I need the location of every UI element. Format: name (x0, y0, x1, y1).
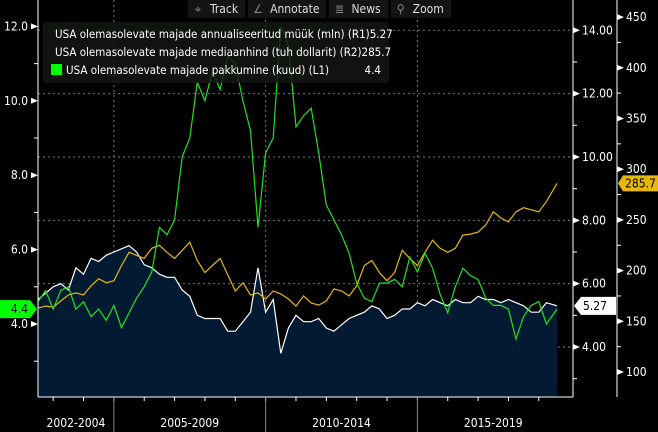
news-button[interactable]: ≣ News (329, 0, 388, 18)
zoom-button[interactable]: ⚲ Zoom (390, 0, 451, 18)
sales-value-text: 5.27 (583, 299, 607, 313)
series-line-sales (37, 245, 558, 354)
left-tick-label: 6.0 (11, 243, 28, 257)
r2-tick-label: 350 (626, 112, 647, 126)
r1-tick-label: 8.00 (582, 213, 606, 227)
legend-label: USA olemasolevate majade mediaanhind (tu… (55, 44, 362, 59)
left-tick-label: 4.0 (11, 317, 28, 331)
r1-tick-label: 6.00 (582, 277, 606, 291)
news-label: News (351, 2, 381, 16)
annotate-button[interactable]: ∠ Annotate (248, 0, 327, 18)
r1-tick-marker (573, 280, 580, 287)
r2-tick-marker (617, 318, 624, 325)
left-tick-label: 10.0 (4, 94, 28, 108)
r1-tick-label: 10.00 (582, 150, 613, 164)
axes: 4.0 6.0 8.0 10.0 12.0 2002-2004 2005-2009 2010-… (4, 0, 647, 432)
series-line-price (37, 183, 558, 309)
r1-tick-label: 14.00 (582, 23, 613, 37)
supply-value-badge (0, 300, 37, 319)
left-tick-marker (31, 321, 38, 327)
supply-value-text: 4.4 (11, 302, 28, 316)
r2-tick-label: 150 (626, 314, 647, 328)
left-tick-marker (31, 172, 38, 179)
track-button[interactable]: ⌖ Track (188, 0, 246, 18)
track-label: Track (210, 2, 239, 16)
pencil-icon: ∠ (253, 2, 263, 16)
news-icon: ≣ (334, 2, 344, 16)
period-label: 2015-2019 (464, 416, 523, 430)
left-tick-marker (31, 97, 38, 104)
r2-tick-label: 400 (626, 61, 647, 75)
price-value-badge (618, 175, 658, 192)
period-label: 2002-2004 (47, 416, 106, 430)
sales-area (38, 245, 557, 397)
r2-tick-marker (617, 216, 624, 223)
legend-label: USA olemasolevate majade pakkumine (kuud… (66, 62, 330, 77)
r2-tick-marker (617, 267, 624, 274)
r2-tick-label: 450 (626, 10, 647, 24)
left-tick-marker (31, 246, 38, 253)
r1-tick-marker (573, 344, 580, 350)
r2-tick-label: 250 (626, 213, 647, 227)
period-label: 2005-2009 (160, 416, 219, 430)
chart-toolbar: ⌖ Track ∠ Annotate ≣ News ⚲ Zoom (188, 0, 451, 18)
r1-tick-marker (573, 217, 580, 224)
crosshair-icon: ⌖ (194, 2, 202, 16)
sales-area-fill (38, 245, 557, 397)
r2-tick-label: 200 (626, 264, 647, 278)
legend-item-supply[interactable]: USA olemasolevate majade pakkumine (kuud… (51, 61, 381, 78)
period-label: 2010-2014 (312, 416, 371, 430)
series-lines (37, 26, 558, 354)
legend: USA olemasolevate majade annualiseeritud… (43, 22, 393, 83)
r2-tick-label: 300 (626, 162, 647, 176)
annotate-label: Annotate (270, 2, 320, 16)
sales-value-badge (574, 296, 616, 315)
left-tick-marker (31, 23, 38, 30)
r1-tick-marker (573, 90, 580, 97)
legend-label: USA olemasolevate majade annualiseeritud… (55, 26, 370, 41)
r2-tick-marker (617, 64, 624, 71)
r1-tick-label: 12.00 (582, 87, 613, 101)
legend-value: 4.4 (364, 62, 381, 77)
left-tick-label: 8.0 (11, 168, 28, 182)
r2-tick-marker (617, 115, 624, 122)
r2-tick-marker (617, 14, 624, 21)
price-value-text: 285.7 (625, 176, 656, 190)
series-line-supply (37, 26, 558, 342)
r2-tick-marker (617, 369, 624, 375)
r1-tick-marker (573, 27, 580, 34)
zoom-label: Zoom (412, 2, 444, 16)
left-tick-label: 12.0 (4, 19, 28, 33)
r1-tick-marker (573, 153, 580, 160)
r2-tick-marker (617, 166, 624, 173)
r1-tick-label: 4.00 (582, 340, 606, 354)
magnifier-icon: ⚲ (396, 2, 405, 16)
r2-tick-label: 100 (626, 365, 647, 379)
value-badges: 4.4 5.27 285.7 (0, 175, 658, 319)
legend-item-sales[interactable]: USA olemasolevate majade annualiseeritud… (51, 25, 393, 42)
legend-swatch-green (51, 64, 62, 75)
legend-value: 5.27 (369, 26, 393, 41)
legend-value: 285.7 (361, 44, 392, 59)
legend-item-price[interactable]: USA olemasolevate majade mediaanhind (tu… (51, 43, 391, 60)
